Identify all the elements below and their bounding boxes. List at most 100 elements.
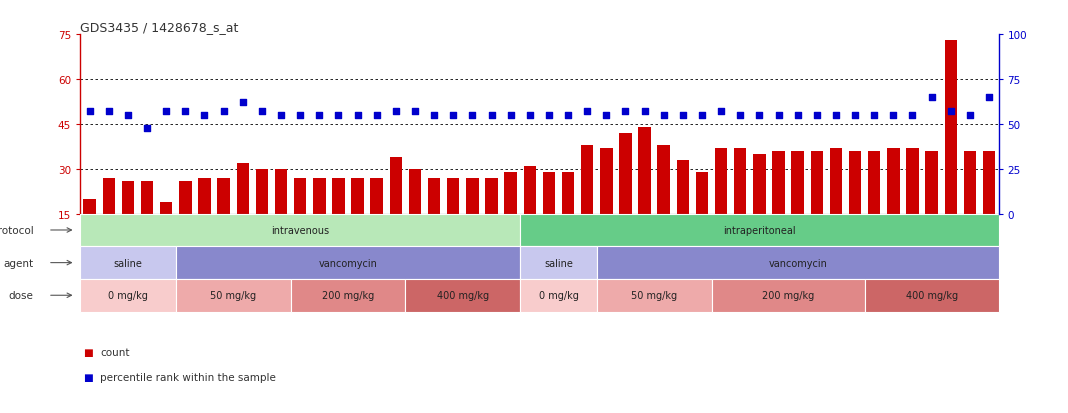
Point (407, 109, 424, 115)
Bar (562, 172, 575, 214)
Point (81, 109, 98, 115)
Text: vancomycin: vancomycin (768, 258, 827, 268)
Bar (888, 149, 899, 214)
Point (349, 112, 366, 119)
Bar (791, 152, 804, 214)
Bar (290, 279, 406, 312)
Point (655, 112, 672, 119)
Bar (371, 178, 383, 214)
Point (751, 112, 768, 119)
Text: 50 mg/kg: 50 mg/kg (210, 291, 256, 301)
Text: ■: ■ (83, 347, 93, 357)
Point (368, 112, 386, 119)
Point (388, 109, 405, 115)
Bar (103, 178, 115, 214)
Text: count: count (100, 347, 130, 357)
Point (598, 112, 615, 119)
Bar (313, 178, 326, 214)
Point (617, 109, 634, 115)
Text: saline: saline (113, 258, 142, 268)
Text: 0 mg/kg: 0 mg/kg (108, 291, 147, 301)
Bar (619, 133, 631, 214)
Bar (83, 199, 96, 214)
Bar (677, 160, 689, 214)
Bar (176, 247, 520, 279)
Point (961, 112, 978, 119)
Bar (523, 166, 536, 214)
Point (732, 112, 749, 119)
Point (444, 112, 461, 119)
Bar (274, 169, 287, 214)
Text: 400 mg/kg: 400 mg/kg (437, 291, 489, 301)
Bar (122, 181, 135, 214)
Bar (543, 172, 555, 214)
Bar (80, 214, 999, 277)
Text: 200 mg/kg: 200 mg/kg (321, 291, 374, 301)
Point (579, 109, 596, 115)
Bar (581, 145, 594, 214)
Point (884, 112, 901, 119)
Bar (80, 214, 520, 247)
Point (120, 112, 137, 119)
Text: 0 mg/kg: 0 mg/kg (538, 291, 579, 301)
Bar (925, 152, 938, 214)
Point (234, 100, 251, 107)
Bar (597, 247, 999, 279)
Bar (944, 41, 957, 214)
Bar (520, 279, 597, 312)
Text: intraperitoneal: intraperitoneal (723, 225, 796, 235)
Bar (830, 149, 843, 214)
Bar (80, 279, 176, 312)
Bar (504, 172, 517, 214)
Bar (176, 279, 290, 312)
Point (828, 112, 845, 119)
Point (942, 109, 959, 115)
Bar (160, 202, 172, 214)
Point (292, 112, 309, 119)
Bar (199, 178, 210, 214)
Point (637, 109, 654, 115)
Bar (849, 152, 861, 214)
Bar (218, 178, 230, 214)
Point (923, 95, 940, 101)
Bar (520, 247, 597, 279)
Point (521, 112, 538, 119)
Bar (753, 154, 766, 214)
Bar (294, 178, 307, 214)
Bar (466, 178, 478, 214)
Bar (907, 149, 918, 214)
Point (712, 109, 729, 115)
Text: 50 mg/kg: 50 mg/kg (631, 291, 677, 301)
Text: ■: ■ (83, 372, 93, 382)
Point (253, 109, 270, 115)
Point (693, 112, 710, 119)
Point (464, 112, 481, 119)
Bar (141, 181, 154, 214)
Bar (983, 152, 995, 214)
Point (139, 125, 156, 131)
Text: GDS3435 / 1428678_s_at: GDS3435 / 1428678_s_at (80, 21, 238, 34)
Bar (390, 157, 402, 214)
Bar (714, 149, 727, 214)
Bar (236, 164, 249, 214)
Point (980, 95, 998, 101)
Bar (695, 172, 708, 214)
Bar (406, 279, 520, 312)
Bar (865, 279, 999, 312)
Bar (811, 152, 823, 214)
Text: 200 mg/kg: 200 mg/kg (761, 291, 814, 301)
Bar (600, 149, 613, 214)
Bar (658, 145, 670, 214)
Point (904, 112, 921, 119)
Point (866, 112, 883, 119)
Point (674, 112, 691, 119)
Point (808, 112, 826, 119)
Bar (332, 178, 345, 214)
Bar (255, 169, 268, 214)
Point (195, 112, 213, 119)
Text: agent: agent (3, 258, 33, 268)
Bar (734, 149, 747, 214)
Text: saline: saline (544, 258, 572, 268)
Point (483, 112, 500, 119)
Point (158, 109, 175, 115)
